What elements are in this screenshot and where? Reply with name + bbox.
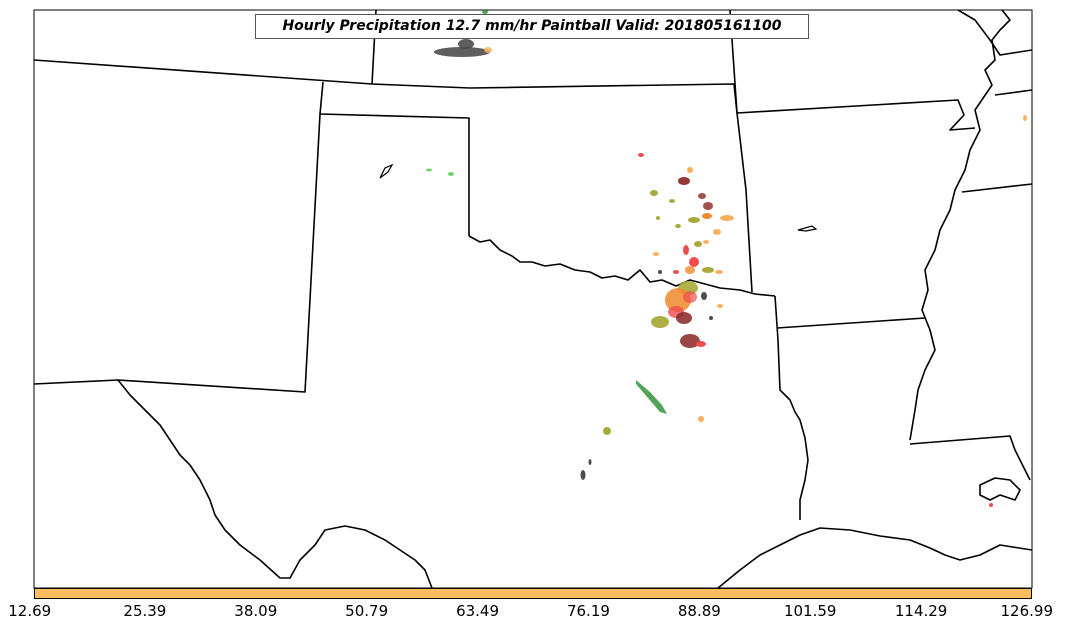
paintball-blob [636, 380, 667, 414]
border-ar-mo [736, 99, 976, 131]
paintball-blob [434, 47, 490, 57]
paintball-blob [713, 229, 721, 235]
colorbar-tick-label: 114.29 [894, 602, 948, 620]
border-la-ms [909, 435, 1031, 481]
paintball-blob [702, 213, 712, 219]
paintball-blob [698, 416, 704, 422]
paintball-blob [650, 190, 658, 196]
paintball-blob [651, 316, 669, 328]
state-borders [33, 9, 1033, 589]
paintball-blob [696, 341, 706, 347]
paintball-blob [685, 266, 695, 274]
colorbar-tick-label: 63.49 [456, 602, 500, 620]
colorbar-tick-label: 50.79 [345, 602, 389, 620]
border-ok-ar [736, 112, 753, 293]
paintball-blob [703, 202, 713, 210]
rio-grande [117, 379, 433, 589]
paintball-blob [680, 334, 700, 348]
border-ar-la [776, 317, 926, 329]
paintball-blob [458, 39, 474, 49]
paintball-blob [588, 459, 592, 465]
paintball-blob [482, 10, 488, 14]
paintball-blob [688, 217, 700, 223]
border-nm-ok [319, 81, 470, 236]
paintball-blob [656, 216, 660, 220]
paintball-blob [709, 316, 713, 320]
paintball-blob [720, 215, 734, 221]
colorbar [34, 588, 1032, 599]
colorbar-tick-label: 126.99 [1000, 602, 1054, 620]
paintball-blob [448, 172, 454, 176]
paintball-blob [484, 47, 492, 53]
paintball-blob [638, 153, 644, 157]
paintball-blob [694, 241, 702, 247]
paintball-blob [653, 252, 659, 256]
paintball-blob [683, 245, 689, 255]
colorbar-tick-label: 88.89 [677, 602, 721, 620]
red-river [468, 235, 776, 297]
map-title: Hourly Precipitation 12.7 mm/hr Paintbal… [255, 14, 809, 39]
louisiana-coast [979, 477, 1021, 501]
paintball-blob [689, 257, 699, 267]
paintball-blob [683, 291, 697, 303]
paintball-blob [580, 470, 586, 480]
border-ky-tn [994, 89, 1033, 96]
paintball-blob [603, 427, 611, 435]
border-il [957, 9, 1033, 56]
paintball-blob [797, 225, 818, 232]
border-nm-tx [33, 113, 321, 393]
paintball-blob [426, 168, 432, 172]
border-ms-tn [961, 183, 1033, 193]
paintball-blob [676, 312, 692, 324]
paintball-blob [675, 224, 681, 228]
gulf-coast [717, 527, 1033, 589]
paintball-blob [687, 167, 693, 173]
paintball-blob [1023, 115, 1027, 121]
colorbar-tick-label: 25.39 [123, 602, 167, 620]
paintball-blob [703, 240, 709, 244]
colorbar-tick-label: 38.09 [234, 602, 278, 620]
paintball-blob [678, 177, 690, 185]
colorbar-tick-label: 76.19 [566, 602, 610, 620]
paintball-blob [698, 193, 706, 199]
paintball-blob [715, 270, 723, 274]
paintball-blob [673, 270, 679, 274]
colorbar-tick-label: 12.69 [8, 602, 52, 620]
border-tx-la [774, 295, 809, 520]
paintball-blob [989, 503, 993, 507]
paintball-blob [669, 199, 675, 203]
colorbar-tick-label: 101.59 [783, 602, 837, 620]
mississippi-river [909, 9, 1011, 441]
paintball-blob [717, 304, 723, 308]
paintball-blob [379, 163, 394, 179]
paintball-blob [701, 292, 707, 300]
paintball-blob [702, 267, 714, 273]
paintball-blob [658, 270, 662, 274]
map-frame [33, 9, 1033, 589]
